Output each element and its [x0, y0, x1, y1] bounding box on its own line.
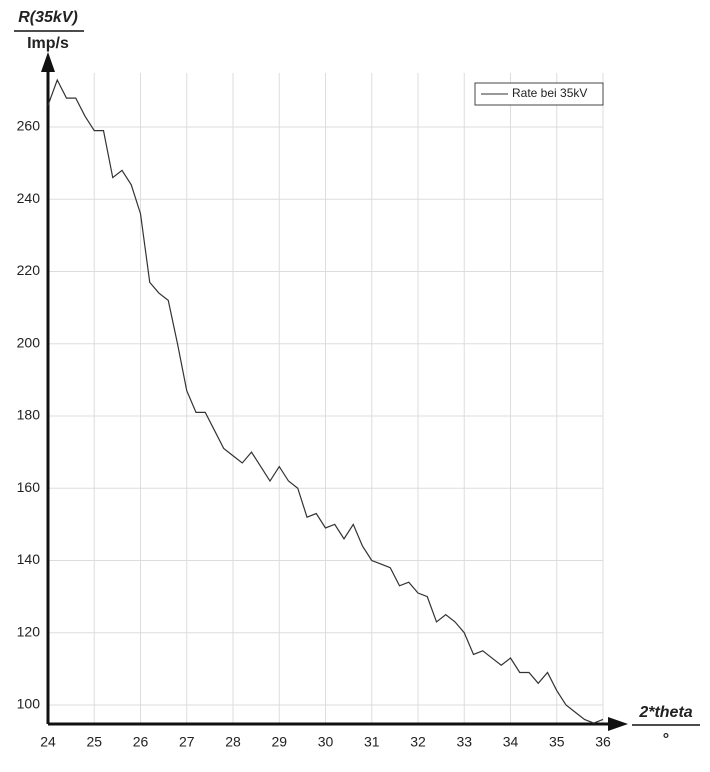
x-tick-label: 31: [364, 734, 380, 750]
x-tick-label: 34: [503, 734, 519, 750]
y-arrow: [41, 52, 55, 72]
y-tick-label: 260: [17, 118, 41, 134]
legend-box: [474, 82, 604, 106]
y-tick-label: 220: [17, 262, 41, 278]
x-tick-label: 33: [456, 734, 472, 750]
legend: Rate bei 35kV: [474, 82, 604, 106]
x-tick-label: 26: [133, 734, 149, 750]
x-tick-label: 27: [179, 734, 195, 750]
x-tick-label: 28: [225, 734, 241, 750]
y-tick-label: 200: [17, 334, 41, 350]
x-tick-label: 25: [86, 734, 102, 750]
x-arrow: [608, 717, 628, 731]
x-tick-label: 36: [595, 734, 611, 750]
x-tick-label: 29: [271, 734, 287, 750]
y-tick-label: 100: [17, 696, 41, 712]
y-tick-label: 160: [17, 479, 41, 495]
y-tick-label: 140: [17, 551, 41, 567]
y-axis-label: R(35kV): [18, 9, 78, 26]
x-tick-label: 35: [549, 734, 565, 750]
x-tick-label: 24: [40, 734, 56, 750]
y-tick-label: 120: [17, 623, 41, 639]
legend-label: Rate bei 35kV: [512, 86, 587, 100]
x-tick-label: 30: [318, 734, 334, 750]
x-axis-unit: °: [663, 731, 669, 748]
y-axis-unit: Imp/s: [27, 35, 69, 52]
x-tick-label: 32: [410, 734, 426, 750]
y-tick-label: 180: [17, 407, 41, 423]
data-line: [47, 78, 604, 724]
x-axis-label: 2*theta: [638, 704, 692, 721]
y-tick-label: 240: [17, 190, 41, 206]
